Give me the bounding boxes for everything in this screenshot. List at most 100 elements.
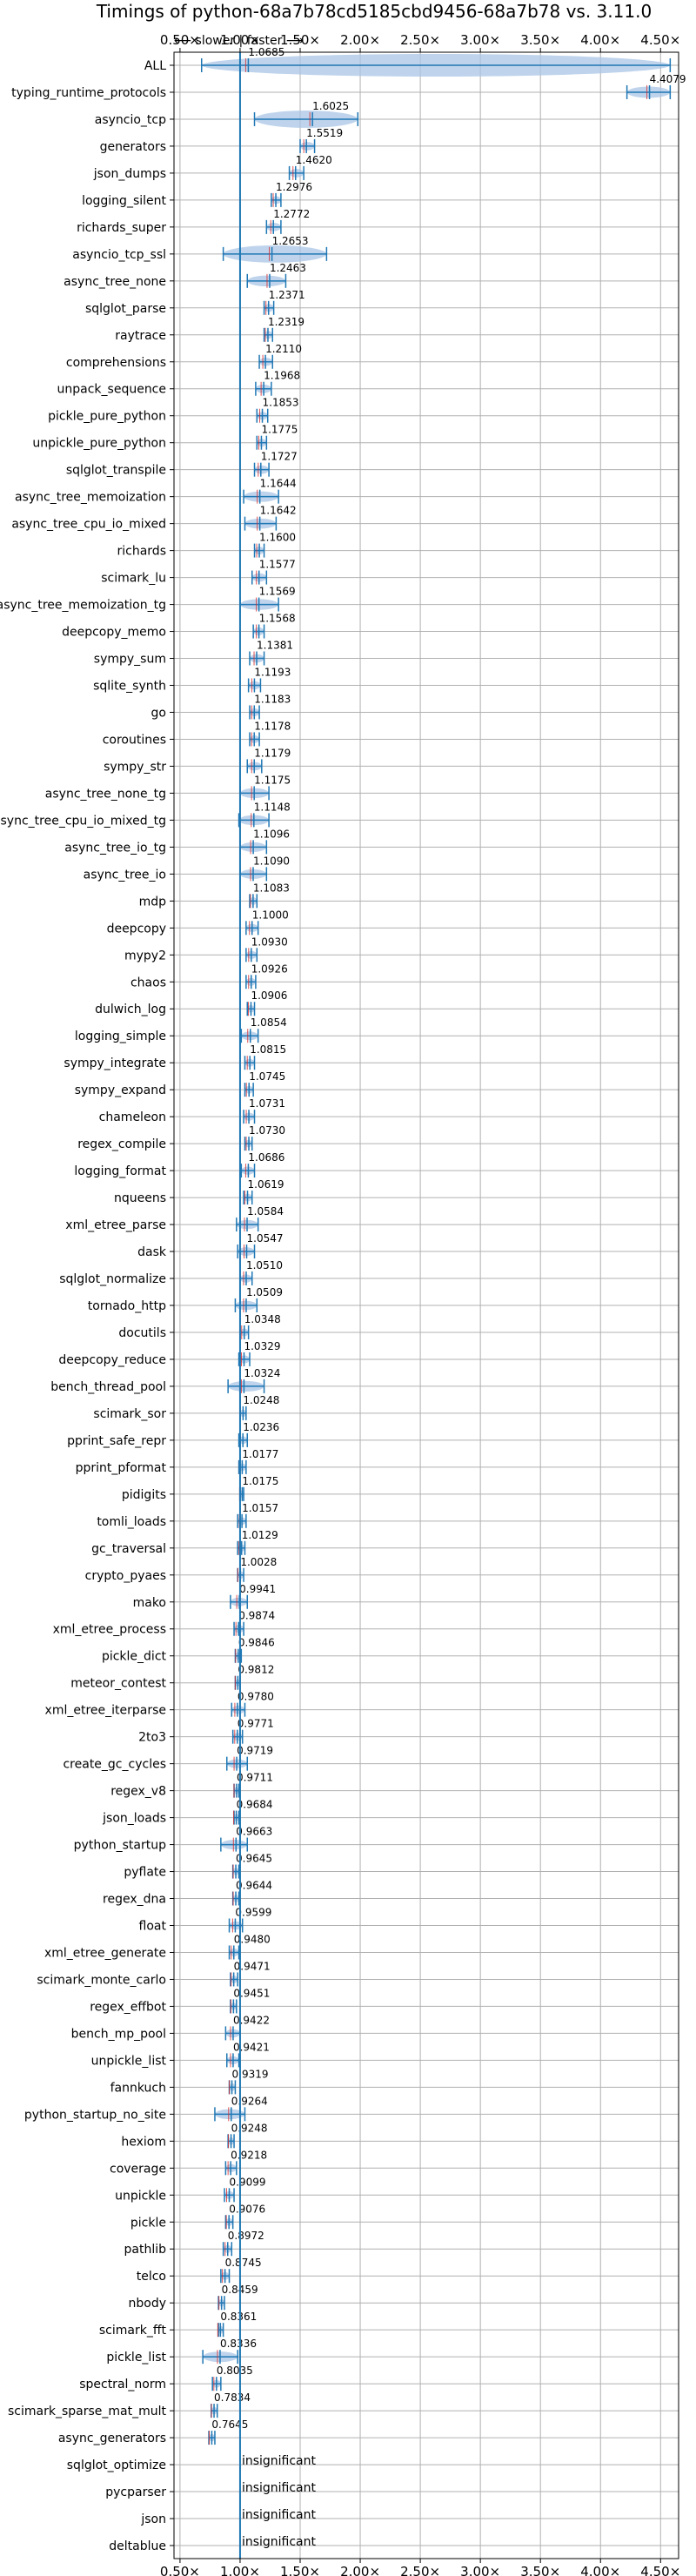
- benchmark-label: sqlite_synth: [93, 680, 166, 694]
- value-label: 1.0028: [240, 1556, 277, 1568]
- benchmark-label: coroutines: [103, 733, 166, 747]
- benchmark-label: pickle: [130, 2216, 166, 2230]
- value-label: 1.1577: [259, 559, 296, 571]
- value-label: 1.0854: [251, 1016, 287, 1029]
- value-label: 1.1178: [254, 720, 291, 732]
- benchmark-label: json: [140, 2512, 166, 2526]
- value-label: 1.0324: [244, 1367, 280, 1379]
- benchmark-label: bench_thread_pool: [50, 1380, 166, 1394]
- benchmark-label: spectral_norm: [79, 2378, 166, 2392]
- benchmark-label: tornado_http: [88, 1299, 166, 1313]
- value-label: 1.2653: [272, 235, 309, 247]
- benchmark-label: deepcopy_memo: [62, 626, 166, 640]
- value-label: 0.9248: [231, 2122, 268, 2134]
- benchmark-label: typing_runtime_protocols: [11, 86, 166, 100]
- benchmark-label: sqlglot_transpile: [66, 464, 166, 478]
- value-label: 0.9471: [234, 1960, 271, 1972]
- value-label: 1.0509: [246, 1286, 283, 1298]
- benchmark-label: create_gc_cycles: [63, 1758, 166, 1772]
- benchmark-label: pickle_pure_python: [48, 410, 166, 424]
- value-label: 0.8035: [217, 2365, 253, 2377]
- value-label: 1.1193: [254, 667, 291, 679]
- insignificant-label: insignificant: [242, 2454, 317, 2468]
- value-label: 0.9771: [238, 1718, 274, 1730]
- value-label: 1.2319: [268, 316, 304, 328]
- benchmark-label: unpickle: [115, 2189, 166, 2203]
- benchmark-label: mako: [133, 1596, 166, 1610]
- benchmark-label: chaos: [130, 976, 166, 989]
- value-label: 1.0930: [251, 936, 288, 948]
- value-label: 0.9663: [236, 1826, 272, 1838]
- benchmark-label: ALL: [144, 59, 166, 73]
- benchmark-label: async_tree_io: [84, 868, 166, 882]
- value-label: 0.8745: [225, 2257, 262, 2269]
- x-axis: 0.50× 0.50× 1.00× 1.00× 1.50× 1.50× 2.00× 2.00×…: [160, 32, 680, 2576]
- value-label: 0.9719: [237, 1745, 273, 1757]
- x-tick-label-bottom: 4.00×: [580, 2564, 620, 2576]
- value-label: 0.9264: [231, 2095, 268, 2107]
- value-label: 0.9099: [230, 2176, 266, 2188]
- value-label: 0.9421: [233, 2041, 270, 2053]
- x-tick-label-top: 1.00×: [220, 32, 260, 48]
- benchmark-label: sympy_sum: [94, 653, 166, 667]
- value-label: 1.1083: [253, 882, 290, 894]
- benchmark-label: hexiom: [121, 2135, 166, 2149]
- insignificant-label: insignificant: [242, 2535, 317, 2549]
- benchmark-label: float: [139, 1920, 167, 1934]
- value-label: 1.0236: [243, 1421, 279, 1433]
- value-label: 0.8336: [220, 2338, 257, 2350]
- value-label: 0.9941: [239, 1583, 276, 1595]
- benchmark-label: nqueens: [114, 1191, 166, 1205]
- x-tick-label-top: 2.50×: [400, 32, 440, 48]
- value-label: 1.2463: [270, 262, 306, 274]
- benchmark-label: raytrace: [115, 329, 166, 343]
- benchmark-label: async_tree_none: [64, 275, 166, 289]
- value-label: 1.1096: [253, 828, 290, 840]
- benchmark-label: 2to3: [138, 1731, 166, 1745]
- benchmark-label: go: [151, 706, 166, 720]
- benchmark-label: python_startup_no_site: [24, 2108, 166, 2122]
- value-label: 1.2371: [269, 289, 305, 301]
- benchmark-label: chameleon: [99, 1110, 166, 1124]
- value-label: 0.9422: [233, 2014, 270, 2026]
- benchmark-label: logging_simple: [75, 1030, 166, 1043]
- value-label: 0.9846: [238, 1637, 275, 1649]
- value-label: 1.0619: [248, 1178, 284, 1191]
- value-label: 0.9644: [236, 1880, 272, 1892]
- benchmark-label: sqlglot_parse: [85, 302, 166, 316]
- x-tick-label-top: 4.50×: [640, 32, 680, 48]
- benchmark-label: mdp: [139, 895, 167, 909]
- value-label: 1.0175: [242, 1475, 278, 1487]
- x-tick-label-bottom: 4.50×: [640, 2564, 680, 2576]
- value-label: 0.9218: [231, 2149, 267, 2161]
- chart-title: Timings of python-68a7b78cd5185cbd9456-6…: [96, 1, 652, 22]
- benchmark-label: tomli_loads: [97, 1515, 166, 1529]
- x-tick-label-bottom: 0.50×: [160, 2564, 200, 2576]
- value-label: 1.1090: [253, 855, 290, 867]
- insignificant-label: insignificant: [242, 2508, 317, 2522]
- benchmark-label: scimark_sparse_mat_mult: [8, 2405, 166, 2418]
- value-label: 1.1775: [261, 424, 298, 436]
- value-label: 1.1600: [259, 532, 296, 544]
- value-label: 1.1568: [259, 613, 296, 625]
- value-label: 0.9684: [237, 1799, 273, 1811]
- benchmark-label: dulwich_log: [95, 1003, 166, 1016]
- x-tick-label-bottom: 1.50×: [280, 2564, 320, 2576]
- value-label: 1.1148: [254, 801, 291, 813]
- value-label: 1.2110: [265, 343, 302, 355]
- benchmark-label: async_tree_io_tg: [64, 841, 166, 855]
- value-label: 1.0248: [243, 1394, 279, 1406]
- benchmark-label: unpickle_pure_python: [32, 437, 166, 451]
- benchmark-label: scimark_lu: [101, 572, 166, 586]
- value-label: 0.9319: [232, 2068, 269, 2080]
- value-label: 1.5519: [306, 127, 343, 139]
- value-label: 0.9812: [238, 1664, 274, 1676]
- value-label: 0.9874: [238, 1610, 275, 1622]
- benchmark-label: pprint_safe_repr: [67, 1434, 166, 1448]
- value-label: 1.1000: [252, 909, 289, 921]
- value-label: 1.1381: [257, 640, 293, 652]
- benchmark-label: sqlglot_normalize: [59, 1272, 166, 1286]
- benchmark-label: richards: [117, 545, 167, 559]
- chart-marks: 1.06854.40791.60251.55191.46201.29761.27…: [201, 46, 686, 2559]
